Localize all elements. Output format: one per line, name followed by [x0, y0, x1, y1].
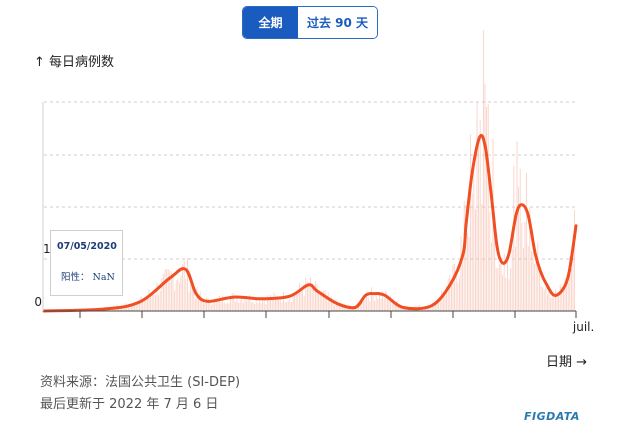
- source-note: 资料来源：法国公共卫生 (SI-DEP): [40, 375, 241, 390]
- updated-note: 最后更新于 2022 年 7 月 6 日: [40, 397, 219, 412]
- tooltip-date: 07/05/2020: [57, 241, 117, 252]
- y-tick-label-0: 0: [34, 295, 42, 309]
- tooltip-value: NaN: [92, 272, 115, 283]
- y-axis-title: ↑ 每日病例数: [34, 55, 115, 70]
- average-line: [42, 133, 578, 313]
- daily-bars: [46, 30, 576, 311]
- x-axis-title: 日期 →: [546, 355, 588, 370]
- figdata-logo: FIGDATA: [524, 410, 580, 423]
- period-toggle: 全期 过去 90 天: [242, 6, 378, 39]
- tooltip-row: 阳性： NaN: [61, 269, 115, 283]
- tooltip-label: 阳性：: [61, 272, 90, 283]
- x-tick-label: juil.: [572, 320, 594, 334]
- last-90-days-button[interactable]: 过去 90 天: [298, 7, 377, 38]
- grid-lines: [44, 101, 576, 260]
- tooltip: 07/05/2020 阳性： NaN: [50, 230, 123, 296]
- all-period-button[interactable]: 全期: [243, 7, 298, 38]
- axes: juil.010: [34, 102, 594, 334]
